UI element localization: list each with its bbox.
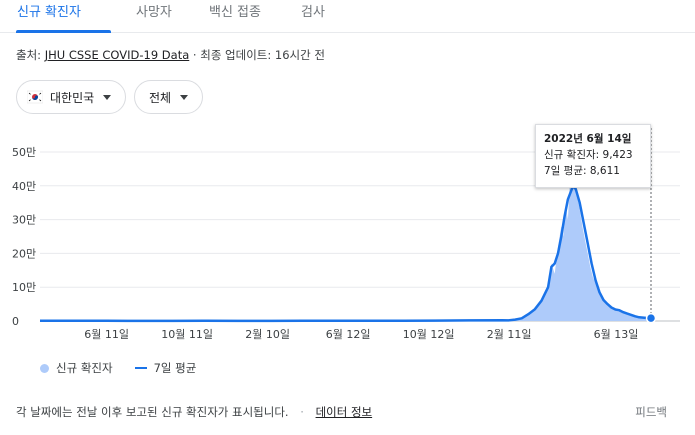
x-tick-label: 2월 11일 [487,327,532,341]
y-tick-label: 30만 [12,214,36,227]
region-value: 대한민국 [50,90,95,105]
y-axis-labels: 0 10만 20만 30만 40만 50만 [12,146,36,328]
footer-note: 각 날짜에는 전날 이후 보고된 신규 확진자가 표시됩니다. · 데이터 정보 [16,404,372,420]
x-axis-labels: 6월 11일 10월 11일 2월 10일 6월 12일 10월 12일 2월 11일 6월… [84,327,638,341]
source-link[interactable]: JHU CSSE COVID-19 Data [44,48,190,62]
tooltip-cases: 신규 확진자: 9,423 [544,149,633,161]
source-separator: · [192,48,197,62]
new-cases-series [501,155,651,321]
source-prefix: 출처: [16,48,42,62]
cases-legend-label: 신규 확진자 [56,361,113,375]
hover-point [645,312,657,324]
chevron-down-icon [103,94,112,100]
x-tick-label: 10월 12일 [403,327,455,341]
x-tick-label: 6월 12일 [326,327,371,341]
x-tick-label: 10월 11일 [161,327,213,341]
x-tick-label: 2월 10일 [245,327,290,341]
chart-tooltip: 2022년 6월 14일 신규 확진자: 9,423 7일 평균: 8,611 [535,124,651,188]
tab-tests[interactable]: 검사 [301,5,325,20]
scope-value: 전체 [149,90,172,105]
tooltip-date: 2022년 6월 14일 [544,133,632,145]
tab-vaccinations[interactable]: 백신 접종 [209,5,261,20]
y-tick-label: 40만 [12,180,36,193]
feedback-link[interactable]: 피드백 [635,405,667,419]
cases-legend-swatch [40,363,49,373]
y-tick-label: 20만 [12,247,36,260]
chart-legend: 신규 확진자 7일 평균 [40,360,196,376]
south-korea-flag-icon [27,90,43,104]
footer-separator: · [300,405,304,419]
x-tick-label: 6월 13일 [594,327,639,341]
x-tick-label: 6월 11일 [84,327,129,341]
source-line: 출처: JHU CSSE COVID-19 Data · 최종 업데이트: 16… [16,47,325,63]
tab-new-cases[interactable]: 신규 확진자 [17,5,81,20]
scope-dropdown[interactable]: 전체 [134,80,204,114]
active-tab-indicator [16,30,111,33]
footer-description: 각 날짜에는 전날 이후 보고된 신규 확진자가 표시됩니다. [16,405,289,419]
y-tick-label: 50만 [12,146,36,159]
data-info-link[interactable]: 데이터 정보 [315,405,373,419]
tooltip-average: 7일 평균: 8,611 [544,165,620,177]
y-tick-label: 10만 [12,281,36,294]
region-dropdown[interactable]: 대한민국 [16,80,127,114]
average-legend-label: 7일 평균 [153,361,197,375]
last-updated: 최종 업데이트: 16시간 전 [200,48,325,62]
seven-day-average-line [39,184,652,323]
y-tick-label: 0 [12,315,19,328]
average-legend-swatch [134,366,147,370]
chevron-down-icon [180,94,189,100]
tab-deaths[interactable]: 사망자 [136,5,172,20]
tab-bar: 신규 확진자 사망자 백신 접종 검사 [0,0,695,33]
